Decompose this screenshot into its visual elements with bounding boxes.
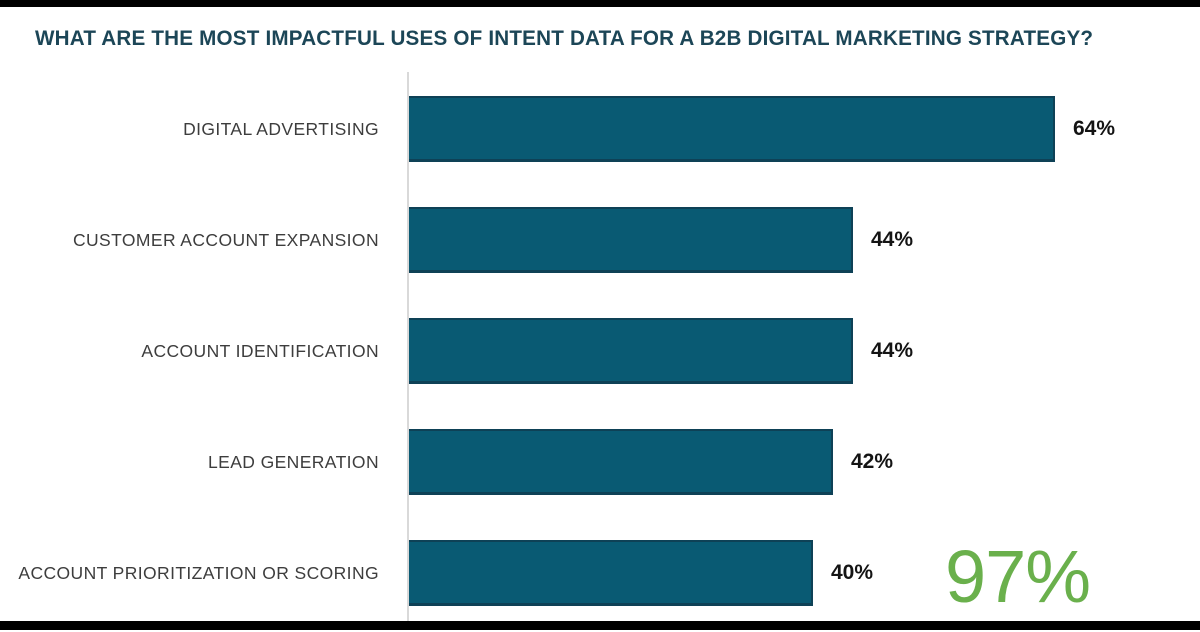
- category-label: CUSTOMER ACCOUNT EXPANSION: [72, 229, 379, 250]
- category-label: LEAD GENERATION: [208, 451, 379, 472]
- value-label: 64%: [1073, 117, 1116, 140]
- bar: [409, 429, 833, 495]
- chart-row: DIGITAL ADVERTISING 64%: [0, 96, 1200, 162]
- category-label: ACCOUNT IDENTIFICATION: [141, 340, 379, 361]
- chart-title: WHAT ARE THE MOST IMPACTFUL USES OF INTE…: [35, 26, 1094, 50]
- top-letterbox-strip: [0, 0, 1200, 7]
- chart-row: ACCOUNT IDENTIFICATION 44%: [0, 318, 1200, 384]
- category-label: ACCOUNT PRIORITIZATION OR SCORING: [18, 562, 379, 583]
- bar: [409, 96, 1055, 162]
- bar: [409, 207, 853, 273]
- chart-row: CUSTOMER ACCOUNT EXPANSION 44%: [0, 207, 1200, 273]
- category-label: DIGITAL ADVERTISING: [183, 118, 379, 139]
- chart-row: ACCOUNT PRIORITIZATION OR SCORING 40%: [0, 540, 1200, 606]
- chart-row: LEAD GENERATION 42%: [0, 429, 1200, 495]
- highlight-stat: 97%: [945, 535, 1091, 618]
- value-label: 42%: [851, 450, 894, 473]
- bar-chart: DIGITAL ADVERTISING 64% CUSTOMER ACCOUNT…: [0, 96, 1200, 606]
- bar: [409, 540, 813, 606]
- bottom-letterbox-strip: [0, 621, 1200, 630]
- value-label: 40%: [831, 561, 874, 584]
- value-label: 44%: [871, 228, 914, 251]
- bar: [409, 318, 853, 384]
- y-axis-line: [407, 72, 409, 621]
- value-label: 44%: [871, 339, 914, 362]
